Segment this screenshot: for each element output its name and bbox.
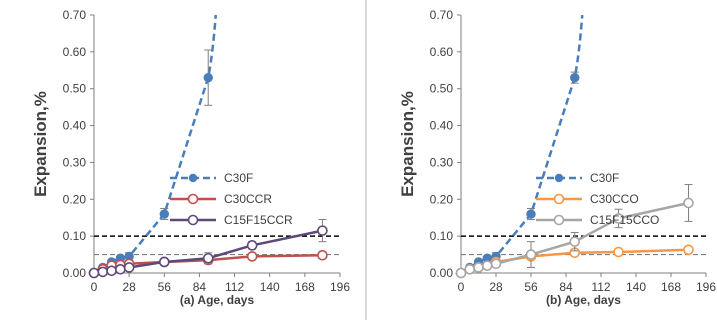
- x-tick-label: 28: [122, 280, 136, 294]
- y-tick-label: 0.50: [430, 82, 454, 96]
- data-point: [683, 197, 694, 209]
- legend-swatch-marker: [553, 193, 565, 205]
- data-point: [613, 246, 624, 258]
- legend-item-c30f: C30F: [536, 171, 619, 185]
- x-axis-label: (a) Age, days: [180, 293, 255, 307]
- legend-item-c15f15cco: C15F15CCO: [536, 213, 659, 227]
- legend-swatch-marker: [188, 173, 198, 183]
- y-tick-label: 0.30: [430, 155, 454, 169]
- y-tick-label: 0.10: [430, 229, 454, 243]
- x-tick-label: 112: [591, 280, 610, 294]
- panel-frame-a: [365, 0, 366, 320]
- x-tick-label: 0: [91, 280, 98, 294]
- chart-a-svg: 0.00 0.10 0.20 0.30 0.40 0.50 0.60 0.70 0 28 56 84 1…: [31, 8, 350, 307]
- data-point: [203, 72, 213, 83]
- legend-swatch-marker: [553, 214, 565, 226]
- y-tick-label: 0.50: [63, 82, 87, 96]
- legend-label: C15F15CCO: [590, 213, 659, 227]
- data-point: [158, 256, 170, 268]
- data-point: [490, 258, 502, 270]
- y-tick-label: 0.10: [63, 229, 87, 243]
- data-point: [97, 266, 109, 278]
- y-axis-label: Expansion,%: [398, 91, 417, 197]
- x-tick-label: 196: [696, 280, 716, 294]
- data-point: [88, 267, 100, 279]
- chart-b-svg: 0.00 0.10 0.20 0.30 0.40 0.50 0.60 0.70 0 28 56 84 1…: [398, 8, 716, 307]
- x-axis-label: (b) Age, days: [546, 293, 621, 307]
- y-tick-label: 0.70: [430, 8, 454, 22]
- legend-item-c15f15ccr: C15F15CCR: [170, 213, 293, 227]
- data-point: [317, 250, 328, 261]
- series-c15f15ccr: [88, 219, 328, 279]
- data-point: [683, 244, 694, 256]
- y-tick-label: 0.20: [63, 192, 87, 206]
- x-tick-label: 168: [295, 280, 315, 294]
- x-tick-label: 140: [260, 280, 280, 294]
- legend-label: C30CCO: [590, 192, 639, 206]
- series-c30f: [89, 15, 217, 278]
- data-point: [159, 209, 169, 219]
- series-line-c30f: [94, 15, 217, 273]
- legend-label: C30F: [224, 171, 253, 185]
- data-point: [570, 72, 580, 83]
- x-tick-label: 56: [158, 280, 172, 294]
- series-line-c30f: [461, 15, 584, 273]
- legend-label: C30CCR: [224, 192, 272, 206]
- series-c30f: [456, 15, 584, 278]
- data-point: [246, 240, 258, 251]
- x-tick-label: 56: [524, 280, 538, 294]
- legend-swatch-marker: [187, 214, 199, 226]
- y-tick-label: 0.70: [63, 8, 87, 22]
- x-tick-label: 28: [489, 280, 503, 294]
- legend-item-c30cco: C30CCO: [536, 192, 639, 206]
- data-point: [115, 264, 126, 275]
- data-point: [569, 236, 581, 247]
- legend-item-c30ccr: C30CCR: [170, 192, 272, 206]
- legend-item-c30f: C30F: [170, 171, 253, 185]
- legend-swatch-marker: [554, 173, 564, 183]
- data-point: [525, 249, 537, 260]
- data-point: [202, 252, 214, 264]
- legend-swatch-marker: [187, 193, 199, 205]
- data-point: [246, 251, 258, 262]
- legend: C30F C30CCR C15F15CCR: [170, 171, 293, 227]
- data-point: [106, 265, 117, 277]
- x-tick-label: 168: [661, 280, 681, 294]
- legend: C30F C30CCO C15F15CCO: [536, 171, 659, 227]
- x-tick-label: 84: [193, 280, 207, 294]
- y-tick-label: 0.40: [63, 119, 87, 133]
- x-tick-label: 196: [330, 280, 350, 294]
- data-point: [317, 225, 328, 236]
- data-point: [455, 267, 467, 279]
- y-tick-label: 0.00: [430, 266, 454, 280]
- data-point: [481, 260, 493, 271]
- x-tick-label: 140: [626, 280, 646, 294]
- x-tick-label: 0: [458, 280, 465, 294]
- chart-panel-b: 0.00 0.10 0.20 0.30 0.40 0.50 0.60 0.70 0 28 56 84 1…: [366, 0, 717, 320]
- data-point: [613, 213, 624, 224]
- y-tick-label: 0.60: [63, 45, 87, 59]
- x-tick-label: 84: [559, 280, 573, 294]
- y-tick-label: 0.00: [63, 266, 87, 280]
- panel-frame-b: [366, 0, 717, 320]
- data-point: [473, 262, 484, 273]
- data-point: [464, 264, 476, 275]
- y-tick-label: 0.20: [430, 192, 454, 206]
- legend-label: C15F15CCR: [224, 213, 293, 227]
- data-point: [526, 209, 536, 219]
- data-point: [123, 262, 135, 273]
- y-tick-label: 0.60: [430, 45, 454, 59]
- y-axis-label: Expansion,%: [31, 91, 50, 197]
- x-tick-label: 112: [225, 280, 244, 294]
- y-tick-label: 0.40: [430, 119, 454, 133]
- y-tick-label: 0.30: [63, 155, 87, 169]
- legend-label: C30F: [590, 171, 619, 185]
- chart-panel-a: 0.00 0.10 0.20 0.30 0.40 0.50 0.60 0.70 0 28 56 84 1…: [31, 0, 366, 320]
- series-c15f15cco: [455, 184, 694, 279]
